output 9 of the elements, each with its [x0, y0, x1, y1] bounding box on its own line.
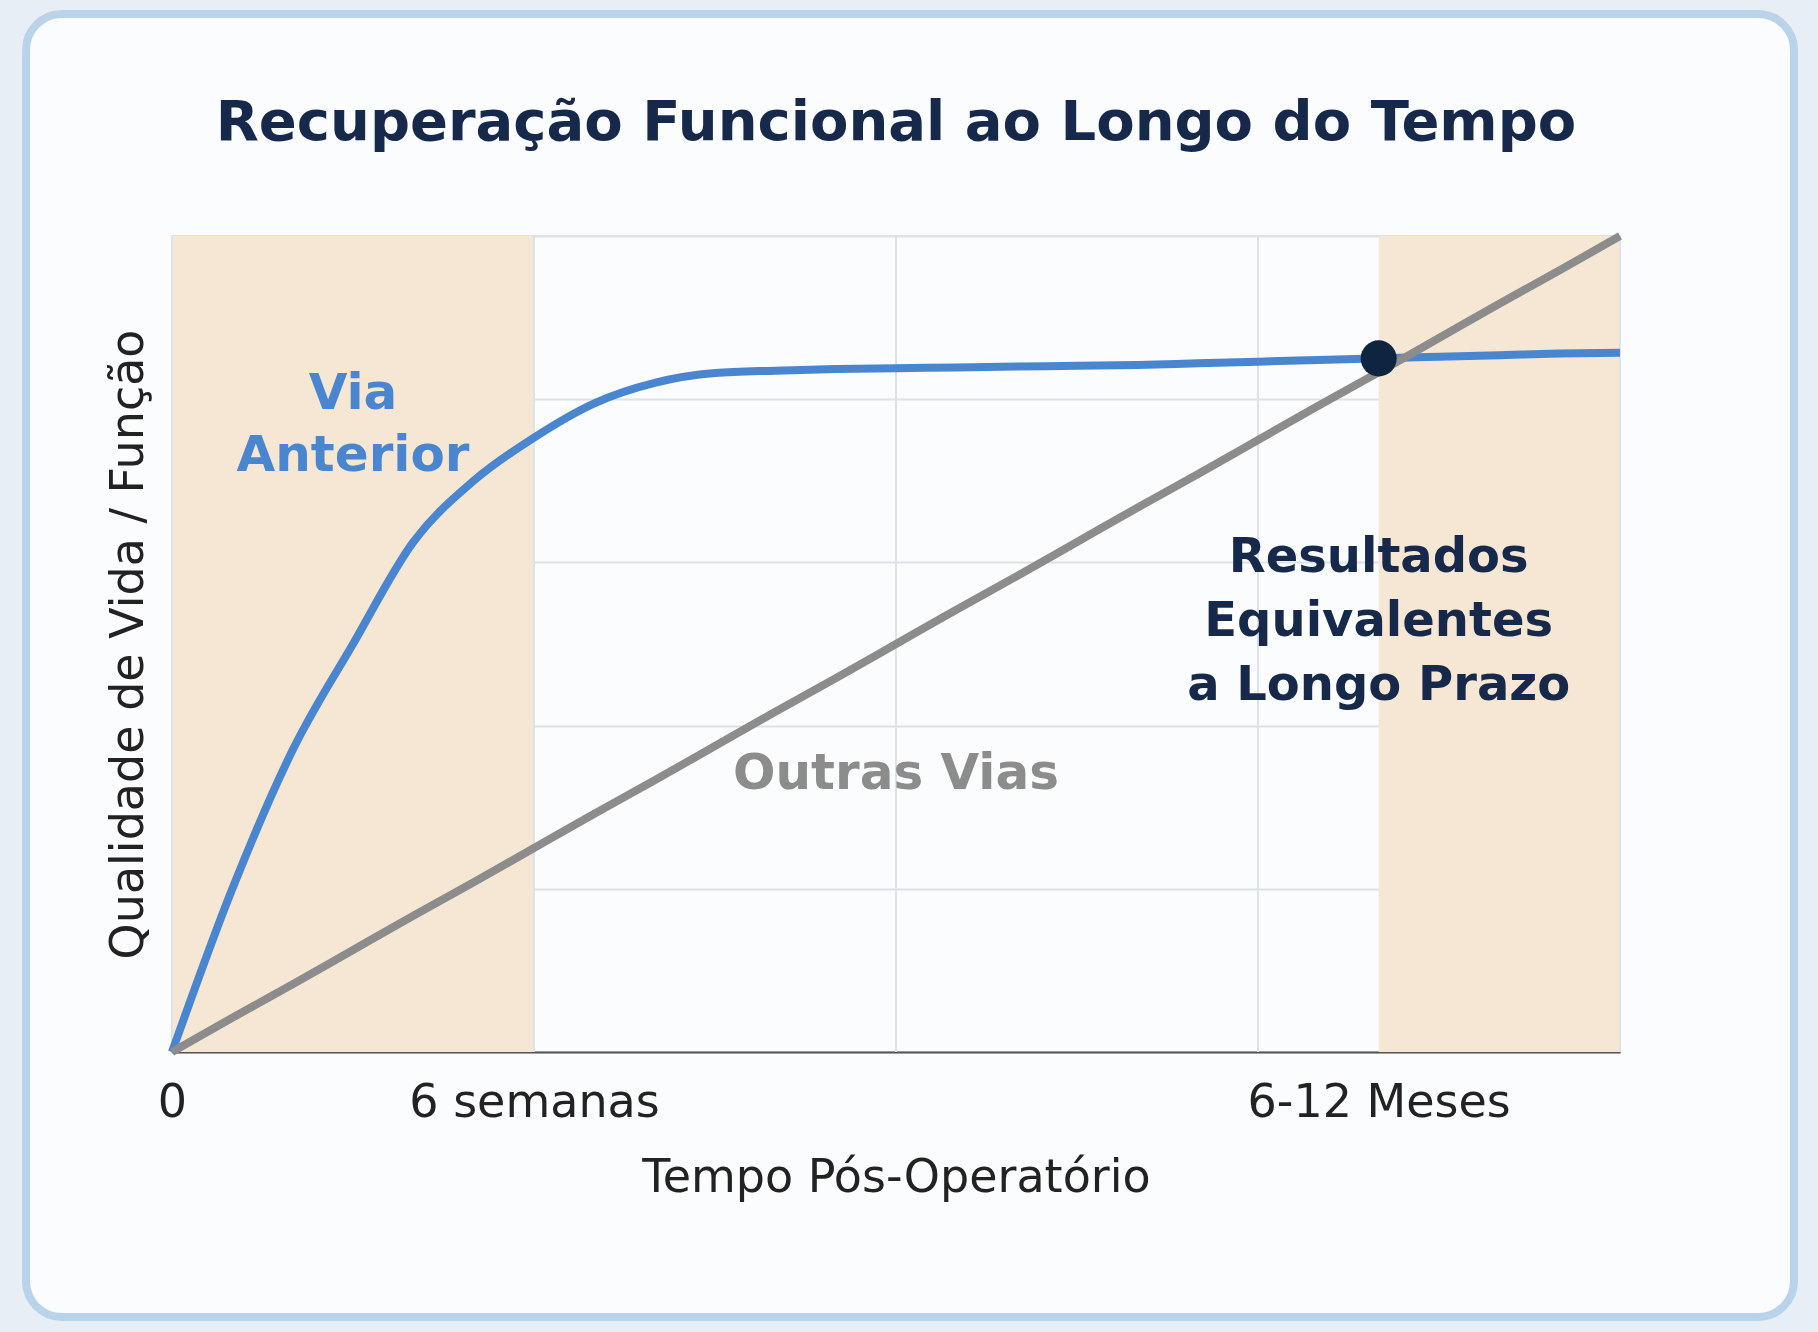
chart-title: Recuperação Funcional ao Longo do Tempo — [215, 88, 1577, 153]
x-tick-label: 6-12 Meses — [1247, 1073, 1511, 1128]
x-tick-label: 6 semanas — [409, 1073, 660, 1128]
annotation: Resultados Equivalentes a Longo Prazo — [1187, 527, 1571, 712]
x-axis-title: Tempo Pós-Operatório — [641, 1148, 1151, 1203]
y-axis-title: Qualidade de Vida / Função — [99, 329, 154, 960]
series-label: Outras Vias — [732, 743, 1060, 801]
x-tick-label: 0 — [157, 1073, 188, 1128]
series-label: Via Anterior — [236, 363, 470, 483]
